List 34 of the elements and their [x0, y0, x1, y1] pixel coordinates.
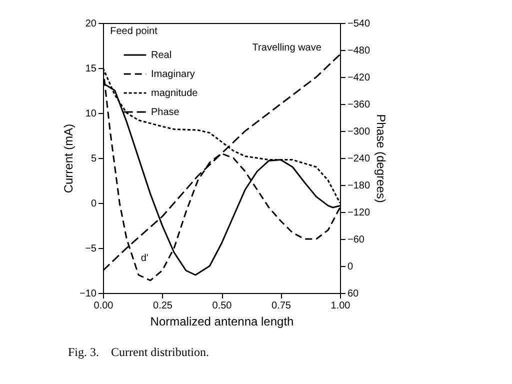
y2-tick-label: −480: [348, 46, 370, 56]
legend-label: Imaginary: [151, 69, 195, 80]
y-axis-title: Current (mA): [62, 124, 76, 194]
y-tick-label: 10: [85, 108, 97, 120]
x-axis-title: Normalized antenna length: [150, 314, 294, 328]
y2-tick-label: −540: [348, 18, 370, 30]
caption: Fig. 3. Current distribution.: [68, 345, 209, 360]
y2-tick-label: −300: [348, 126, 370, 138]
y-tick-label: 5: [90, 154, 97, 164]
y-tick-label: −10: [80, 288, 97, 300]
y2-tick-label: −240: [348, 154, 370, 164]
x-tick-label: 0.75: [272, 300, 292, 312]
y2-tick-label: −60: [348, 234, 365, 246]
y2-axis-title: Phase (degrees): [374, 114, 388, 203]
y-tick-label: 15: [85, 64, 97, 74]
annotation: Travelling wave: [252, 42, 322, 54]
legend-label: magnitude: [151, 88, 198, 99]
annotation: d': [140, 252, 148, 264]
y2-tick-label: −120: [348, 208, 370, 218]
y-tick-label: 20: [85, 18, 97, 30]
y2-tick-label: 60: [348, 288, 360, 300]
legend-label: Phase: [151, 107, 180, 118]
y-tick-label: 0: [90, 198, 97, 210]
x-tick-label: 1.00: [330, 300, 351, 312]
legend-label: Real: [151, 50, 172, 61]
annotation: Feed point: [110, 26, 158, 38]
y2-tick-label: −420: [348, 72, 370, 84]
y-tick-label: −5: [85, 244, 97, 254]
x-tick-label: 0.25: [153, 300, 173, 312]
y2-tick-label: 0: [348, 262, 354, 272]
x-tick-label: 0.00: [94, 300, 114, 312]
y2-tick-label: −360: [348, 100, 370, 110]
y2-tick-label: −180: [348, 180, 370, 192]
x-tick-label: 0.50: [212, 300, 232, 312]
